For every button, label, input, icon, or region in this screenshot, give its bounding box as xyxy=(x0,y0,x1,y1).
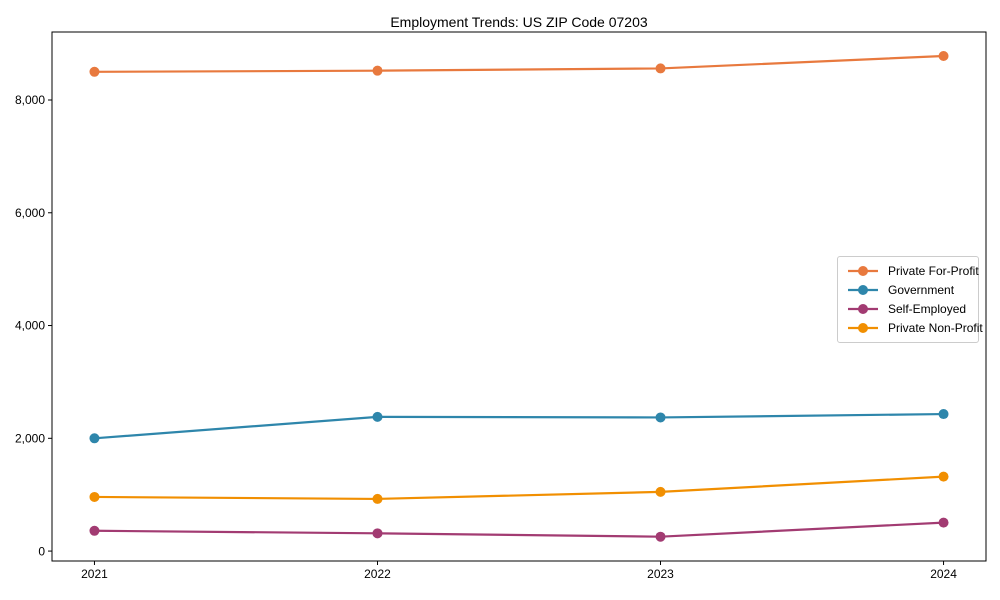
y-tick-label: 0 xyxy=(38,544,45,558)
legend-marker-icon xyxy=(848,303,878,314)
data-point-government xyxy=(938,409,949,420)
y-tick-label: 4,000 xyxy=(15,319,45,333)
x-tick-label: 2022 xyxy=(364,567,391,581)
x-tick-label: 2024 xyxy=(930,567,957,581)
y-tick-label: 6,000 xyxy=(15,206,45,220)
data-point-private-non-profit xyxy=(372,493,383,504)
y-tick-label: 2,000 xyxy=(15,432,45,446)
data-point-private-non-profit xyxy=(89,491,100,502)
legend-marker-icon xyxy=(848,285,878,296)
x-tick-label: 2023 xyxy=(647,567,674,581)
legend-label: Private For-Profit xyxy=(888,264,979,279)
data-point-private-for-profit xyxy=(372,65,383,76)
data-point-self-employed xyxy=(938,517,949,528)
legend-label: Private Non-Profit xyxy=(888,320,983,335)
legend-item-self-employed: Self-Employed xyxy=(846,301,970,317)
plot-border xyxy=(51,31,987,562)
y-tick-label: 8,000 xyxy=(15,93,45,107)
legend-label: Government xyxy=(888,283,955,298)
legend-item-government: Government xyxy=(846,282,970,298)
series-line-private-for-profit xyxy=(93,54,945,73)
data-point-government xyxy=(89,433,100,444)
legend-item-private-non-profit: Private Non-Profit xyxy=(846,320,983,336)
data-point-government xyxy=(655,412,666,423)
data-point-private-non-profit xyxy=(938,471,949,482)
data-point-private-for-profit xyxy=(655,63,666,74)
data-point-government xyxy=(372,411,383,422)
data-point-self-employed xyxy=(372,528,383,539)
legend-label: Self-Employed xyxy=(888,301,967,316)
series-line-government xyxy=(93,412,945,440)
legend-item-private-for-profit: Private For-Profit xyxy=(846,263,979,279)
legend-marker-icon xyxy=(848,266,878,277)
data-point-self-employed xyxy=(89,525,100,536)
series-line-self-employed xyxy=(93,521,945,538)
data-point-private-non-profit xyxy=(655,486,666,497)
chart-title: Employment Trends: US ZIP Code 07203 xyxy=(390,14,648,30)
series-line-private-non-profit xyxy=(93,475,945,501)
legend-marker-icon xyxy=(848,322,878,333)
legend: Private For-Profit Government Self-Employe… xyxy=(837,256,983,343)
data-point-private-for-profit xyxy=(938,51,949,62)
data-point-self-employed xyxy=(655,531,666,542)
data-point-private-for-profit xyxy=(89,66,100,77)
x-tick-label: 2021 xyxy=(81,567,108,581)
